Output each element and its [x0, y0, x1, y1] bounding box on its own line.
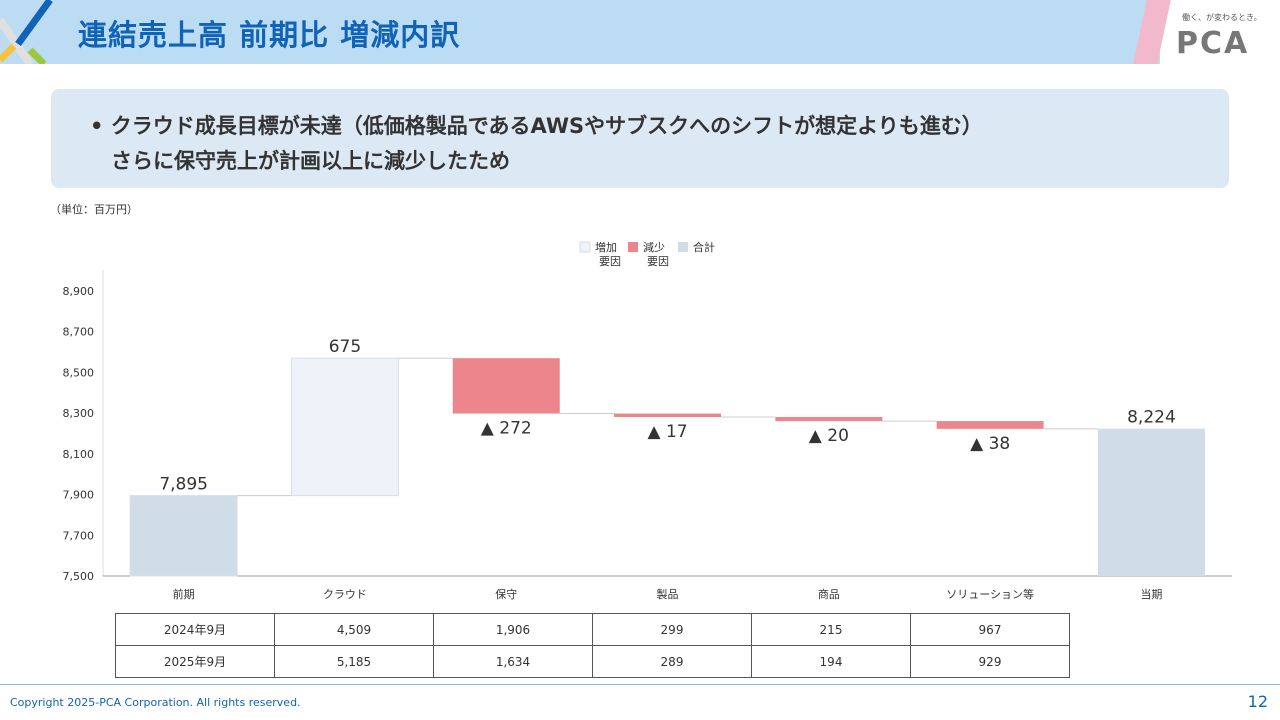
- bar-1: [290, 357, 399, 497]
- y-tick-label: 7,900: [63, 489, 95, 502]
- legend-label: 減少: [643, 240, 665, 254]
- note-line-1: • クラウド成長目標が未達（低価格製品であるAWSやサブスクへのシフトが想定より…: [90, 114, 983, 138]
- legend-swatch: [579, 241, 591, 253]
- corner-decoration: [0, 0, 53, 64]
- table-cell: 967: [910, 613, 1070, 646]
- y-tick-label: 7,700: [63, 529, 95, 542]
- header-bar: 連結売上高 前期比 増減内訳: [0, 0, 1160, 64]
- data-label: ▲ 38: [970, 434, 1010, 454]
- table-row: 2025年9月 5,185 1,634 289 194 929: [115, 645, 1070, 678]
- data-table: 2024年9月 4,509 1,906 299 215 967 2025年9月 5,185 1…: [115, 613, 1070, 678]
- x-tick-label: 商品: [818, 587, 840, 601]
- bar-3: [614, 413, 722, 418]
- legend-label: 合計: [693, 240, 715, 254]
- table-cell: 4,509: [274, 613, 434, 646]
- bar-5: [936, 421, 1044, 429]
- x-tick-label: 当期: [1140, 587, 1162, 601]
- x-tick-label: 前期: [173, 587, 195, 601]
- y-tick-label: 7,500: [63, 570, 95, 583]
- x-tick-label: クラウド: [323, 588, 367, 601]
- copyright: Copyright 2025-PCA Corporation. All righ…: [10, 696, 301, 709]
- table-cell: 194: [751, 645, 911, 678]
- x-tick-label: 製品: [657, 587, 679, 601]
- y-tick-label: 8,900: [63, 285, 95, 298]
- legend-label: 増加: [595, 241, 617, 254]
- summary-note: [51, 89, 1229, 188]
- note-line-2: さらに保守売上が計画以上に減少したため: [90, 149, 510, 173]
- data-label: ▲ 272: [481, 419, 532, 439]
- table-cell: 5,185: [274, 645, 434, 678]
- table-cell: 289: [592, 645, 752, 678]
- page-number: 12: [1247, 692, 1268, 711]
- data-label: 675: [329, 337, 361, 357]
- y-tick-label: 8,700: [63, 326, 95, 339]
- pca-logo: PCA: [1176, 26, 1250, 61]
- footer-divider: [0, 684, 1280, 685]
- table-cell: 1,634: [433, 645, 593, 678]
- unit-label: （単位：百万円）: [50, 203, 138, 216]
- table-cell: 929: [910, 645, 1070, 678]
- y-tick-label: 8,500: [63, 366, 95, 379]
- table-cell: 2025年9月: [115, 645, 275, 678]
- data-label: 7,895: [159, 475, 208, 495]
- table-cell: 215: [751, 613, 911, 646]
- legend-label: 要因: [647, 255, 669, 268]
- y-tick-label: 8,300: [63, 407, 95, 420]
- y-tick-label: 8,100: [63, 448, 95, 461]
- legend-swatch: [628, 242, 638, 252]
- legend-label: 要因: [599, 255, 621, 268]
- table-cell: 1,906: [433, 613, 593, 646]
- page-title: 連結売上高 前期比 増減内訳: [78, 18, 461, 52]
- table-cell: 299: [592, 613, 752, 646]
- bar-6: [1097, 428, 1205, 576]
- bar-0: [129, 495, 238, 577]
- x-tick-label: ソリューション等: [946, 587, 1034, 601]
- table-cell: 2024年9月: [115, 613, 275, 646]
- data-label: 8,224: [1127, 408, 1176, 428]
- bar-2: [452, 358, 560, 414]
- bar-4: [775, 417, 883, 422]
- x-tick-label: 保守: [495, 587, 517, 601]
- logo-tagline: 働く、が変わるとき。: [1182, 13, 1262, 22]
- data-label: ▲ 17: [647, 422, 687, 442]
- legend-swatch: [678, 242, 688, 252]
- table-row: 2024年9月 4,509 1,906 299 215 967: [115, 613, 1070, 646]
- data-label: ▲ 20: [809, 426, 849, 446]
